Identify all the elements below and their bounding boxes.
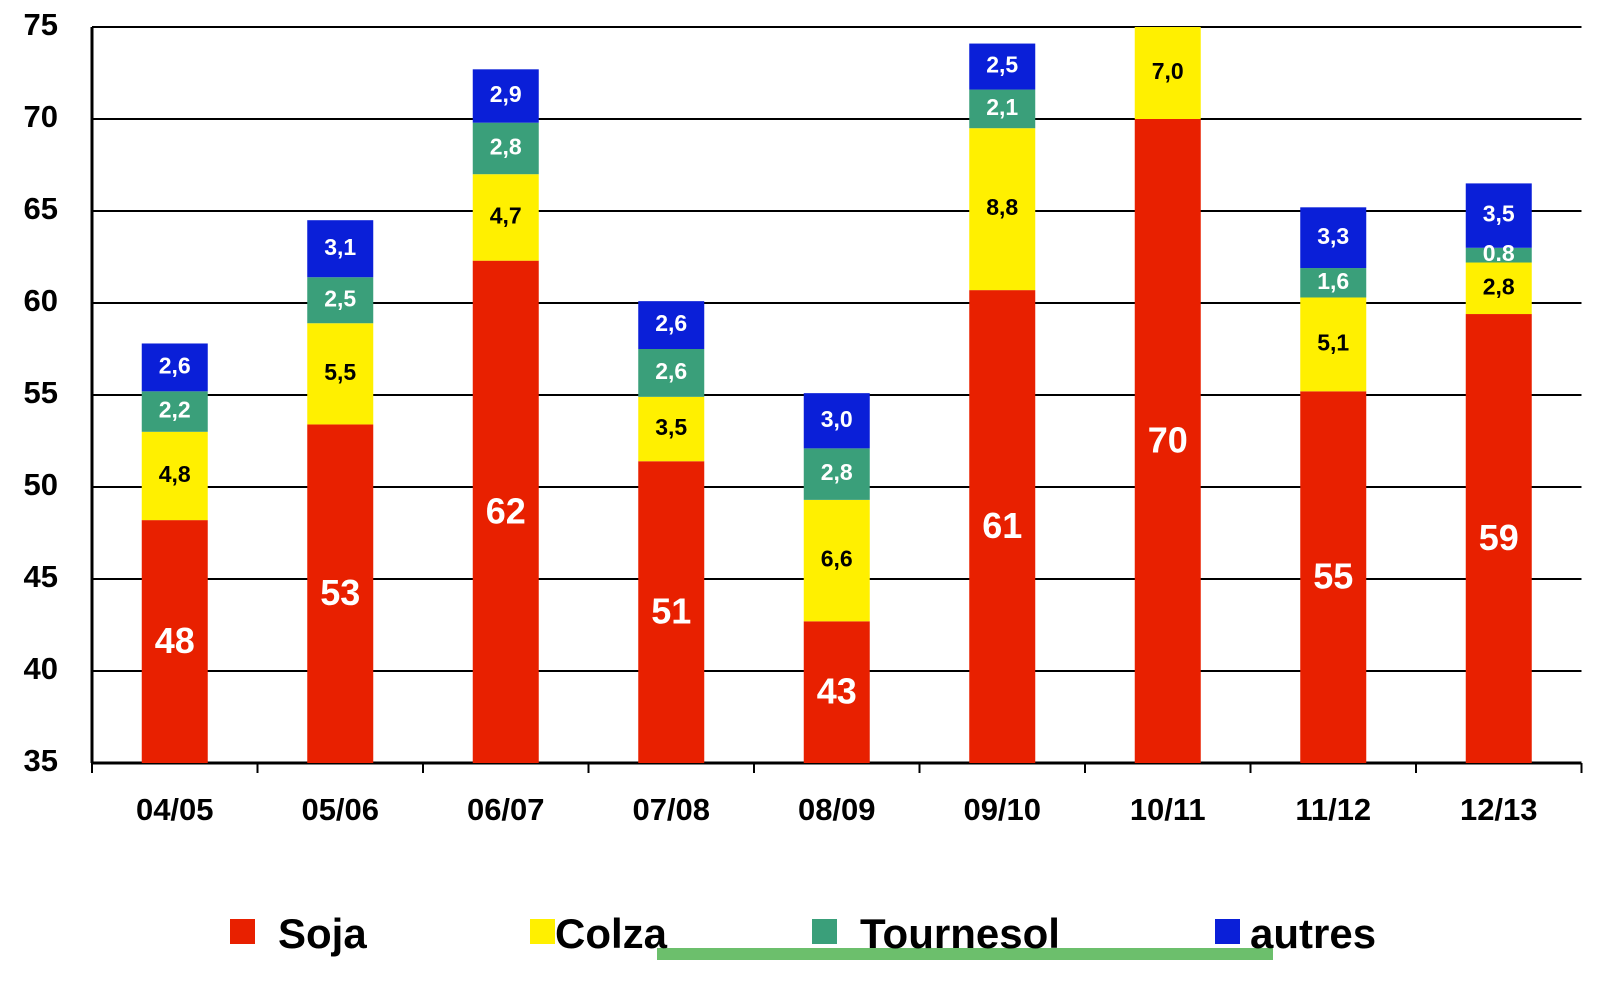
value-label: 2,2 [159, 397, 191, 423]
value-label: 53 [320, 572, 360, 613]
legend-swatch [1215, 919, 1240, 944]
legend-swatch [812, 919, 837, 944]
y-tick-label: 60 [24, 283, 58, 318]
bar-segment [141, 431, 208, 521]
x-tick-label: 06/07 [467, 792, 545, 827]
bar-segment [1465, 247, 1532, 263]
bar-segment [141, 391, 208, 432]
value-label: 4,7 [490, 203, 522, 229]
value-label: 3,3 [1317, 223, 1349, 249]
bar-segment [803, 448, 870, 500]
bar-segment [472, 174, 539, 261]
bar-segment [1300, 391, 1367, 763]
value-label: 5,1 [1317, 329, 1349, 355]
value-label: 2,9 [490, 81, 522, 107]
x-tick-label: 08/09 [798, 792, 876, 827]
bar-segment [141, 343, 208, 392]
bar-segment [969, 43, 1036, 90]
legend-label: Colza [555, 910, 668, 957]
value-label: 59 [1479, 517, 1519, 558]
value-label: 2,8 [821, 459, 853, 485]
value-label: 2,6 [655, 310, 687, 336]
bar-segment [803, 393, 870, 449]
x-tick-label: 10/11 [1130, 792, 1206, 827]
y-tick-label: 65 [24, 191, 58, 226]
y-tick-label: 35 [24, 743, 58, 778]
bar-segment [307, 424, 374, 763]
legend-label: autres [1250, 910, 1376, 957]
value-label: 70 [1148, 420, 1188, 461]
value-label: 3,5 [655, 414, 687, 440]
bar-segment [969, 89, 1036, 129]
bar-segment [638, 461, 705, 763]
x-tick-label: 12/13 [1460, 792, 1538, 827]
decoration [657, 948, 1273, 960]
y-tick-label: 75 [24, 7, 58, 42]
x-tick-label: 07/08 [632, 792, 710, 827]
legend-swatch [230, 919, 255, 944]
x-tick-label: 04/05 [136, 792, 214, 827]
value-label: 61 [982, 505, 1022, 546]
bar-segment [1300, 297, 1367, 392]
bar-segment [1300, 207, 1367, 269]
x-tick-label: 05/06 [301, 792, 379, 827]
bar-segment [638, 396, 705, 462]
value-label: 2,5 [986, 52, 1018, 78]
legend-label: Tournesol [860, 910, 1060, 957]
legend-swatch [530, 919, 555, 944]
bar-segment [472, 69, 539, 123]
value-label: 2,5 [324, 285, 356, 311]
bar-segment [1134, 27, 1201, 120]
value-label: 55 [1313, 556, 1353, 597]
value-label: 2,6 [655, 358, 687, 384]
bar-segment [1134, 119, 1201, 763]
value-label: 2,6 [159, 352, 191, 378]
value-label: 4,8 [159, 461, 191, 487]
value-label: 48 [155, 620, 195, 661]
bar-segment [141, 520, 208, 763]
value-label: 8,8 [986, 194, 1018, 220]
bar-segment [638, 349, 705, 397]
value-label: 3,0 [821, 406, 853, 432]
value-label: 3,5 [1483, 201, 1515, 227]
value-label: 2,8 [1483, 273, 1515, 299]
value-label: 2,8 [490, 134, 522, 160]
value-label: 43 [817, 671, 857, 712]
value-label: 6,6 [821, 546, 853, 572]
y-tick-label: 50 [24, 467, 58, 502]
bar-segment [803, 499, 870, 622]
bar-segment [307, 220, 374, 278]
value-label: 7,0 [1152, 58, 1184, 84]
bar-segment [1465, 314, 1532, 763]
bar-segment [1300, 268, 1367, 298]
value-label: 62 [486, 490, 526, 531]
bar-segment [803, 621, 870, 763]
x-tick-label: 09/10 [963, 792, 1041, 827]
bar-segment [472, 122, 539, 175]
y-tick-label: 40 [24, 651, 58, 686]
bar-segment [969, 290, 1036, 763]
value-label: 0.8 [1483, 240, 1515, 266]
value-label: 2,1 [986, 94, 1018, 120]
x-tick-label: 11/12 [1295, 792, 1371, 827]
value-label: 1,6 [1317, 268, 1349, 294]
legend-label: Soja [278, 910, 367, 957]
bar-segment [1465, 183, 1532, 248]
y-tick-label: 70 [24, 99, 58, 134]
bar-segment [307, 323, 374, 425]
bar-segment [307, 277, 374, 324]
value-label: 51 [651, 591, 691, 632]
y-tick-label: 55 [24, 375, 58, 410]
y-tick-label: 45 [24, 559, 58, 594]
value-label: 5,5 [324, 359, 356, 385]
value-label: 3,1 [324, 234, 356, 260]
bar-segment [472, 260, 539, 763]
bar-segment [1465, 262, 1532, 315]
bar-segment [969, 128, 1036, 291]
bar-segment [638, 301, 705, 349]
